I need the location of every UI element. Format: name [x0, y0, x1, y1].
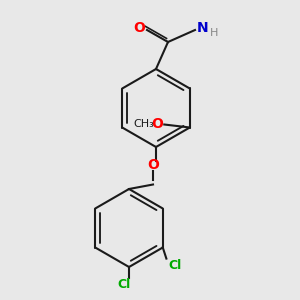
Text: O: O: [151, 117, 163, 130]
Text: O: O: [134, 22, 146, 35]
Text: Cl: Cl: [168, 259, 182, 272]
Text: Cl: Cl: [118, 278, 131, 292]
Text: O: O: [147, 158, 159, 172]
Text: CH₃: CH₃: [133, 118, 154, 129]
Text: H: H: [210, 28, 219, 38]
Text: N: N: [197, 22, 208, 35]
